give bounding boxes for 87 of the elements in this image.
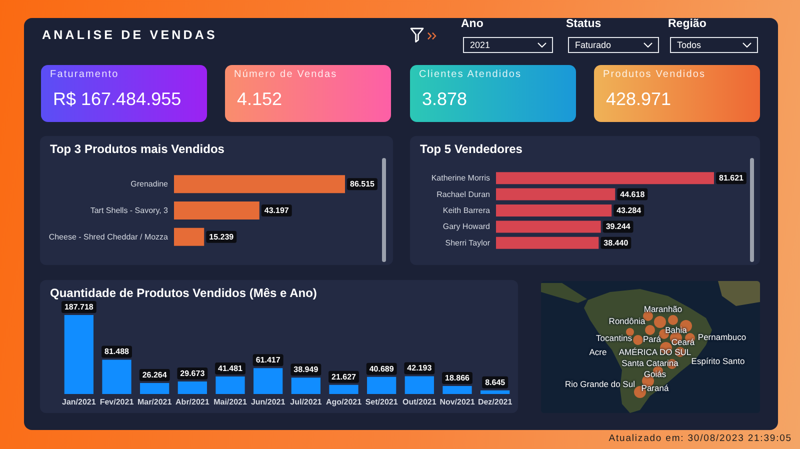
bar (442, 386, 472, 394)
text: Faturamento (50, 69, 119, 80)
scrollbar[interactable] (750, 158, 754, 262)
chart-title: Top 5 Vendedores (420, 142, 523, 156)
x-tick-label: Ago/2021 (326, 398, 362, 406)
text: Número de Vendas (234, 69, 338, 80)
text: Acre (589, 346, 607, 357)
bar (496, 204, 612, 216)
bar (140, 382, 170, 394)
x-tick-label: Nov/2021 (440, 398, 476, 406)
y-tick-label: Tart Shells - Savory, 3 (90, 206, 169, 215)
bar (64, 315, 94, 394)
text: Clientes Atendidos (419, 69, 522, 80)
text: ANALISE DE VENDAS (42, 28, 218, 42)
text: Ano (461, 18, 484, 30)
data-label: 42.193 (407, 364, 432, 373)
bar (496, 188, 616, 200)
data-label: 38.440 (604, 238, 629, 248)
x-tick-label: Set/2021 (365, 398, 398, 406)
bar (329, 384, 358, 394)
text: Produtos Vendidos (603, 69, 706, 80)
bar (496, 220, 601, 233)
x-tick-label: Jul/2021 (290, 398, 322, 406)
data-label: 41.481 (218, 364, 244, 374)
data-label: 15.239 (209, 232, 234, 242)
data-label: 81.621 (719, 174, 744, 183)
bar (178, 382, 207, 394)
x-tick-label: Mai/2021 (214, 398, 248, 406)
chart-title: Quantidade de Produtos Vendidos (Mês e Ano) (50, 286, 317, 300)
bar (291, 378, 320, 394)
text: Região (668, 18, 706, 30)
bar (496, 172, 714, 184)
y-tick-label: Keith Barrera (442, 206, 491, 215)
data-label: 81.488 (104, 347, 130, 356)
text: Espírito Santo (691, 356, 745, 366)
data-label: 61.417 (256, 356, 281, 365)
dropdown[interactable]: Todos (670, 37, 758, 53)
x-tick-label: Out/2021 (402, 398, 437, 406)
text: 3.878 (422, 89, 468, 110)
x-tick-label: Fev/2021 (100, 398, 134, 406)
text: Atualizado em: 30/08/2023 21:39:05 (608, 433, 792, 444)
x-tick-label: Abr/2021 (176, 398, 210, 406)
data-label: 44.618 (620, 190, 646, 199)
data-label: 43.197 (264, 206, 290, 215)
bar (480, 390, 510, 394)
text: Rondônia (608, 316, 646, 326)
data-label: 38.949 (294, 365, 319, 374)
bar (254, 368, 283, 394)
x-tick-label: Jun/2021 (250, 398, 286, 406)
text: Ceará (671, 336, 695, 347)
bar (102, 360, 132, 394)
bar (496, 236, 599, 249)
y-tick-label: Katherine Morris (431, 174, 490, 183)
x-tick-label: Dez/2021 (478, 398, 513, 406)
scrollbar[interactable] (382, 158, 386, 262)
text: R$ 167.484.955 (53, 89, 182, 110)
text: Status (566, 18, 602, 30)
text: 4.152 (237, 89, 282, 110)
y-tick-label: Cheese - Shred Cheddar / Mozza (48, 232, 169, 242)
bar (367, 376, 396, 394)
text: Tocantins (596, 332, 632, 343)
data-label: 187.718 (64, 302, 94, 312)
text: Maranhão (644, 304, 682, 314)
text: Pernambuco (698, 332, 746, 342)
data-label: 21.627 (332, 372, 357, 382)
data-label: 39.244 (606, 222, 631, 232)
x-tick-label: Jan/2021 (62, 398, 96, 406)
dropdown[interactable]: 2021 (463, 37, 553, 53)
data-label: 29.673 (180, 369, 206, 378)
x-tick-label: Mar/2021 (137, 398, 172, 406)
text: Rio Grande do Sul (565, 378, 635, 389)
bar (216, 376, 245, 394)
data-label: 86.515 (350, 180, 376, 189)
y-tick-label: Sherri Taylor (445, 238, 490, 248)
text: 428.971 (606, 89, 672, 110)
text: Pará (643, 334, 661, 344)
y-tick-label: Rachael Duran (436, 190, 490, 199)
y-tick-label: Gary Howard (442, 222, 490, 232)
dropdown[interactable]: Faturado (568, 37, 659, 53)
bar (404, 376, 434, 394)
data-label: 8.645 (485, 378, 506, 387)
y-tick-label: Grenadine (130, 180, 169, 189)
data-label: 40.689 (369, 364, 394, 374)
chart-title: Top 3 Produtos mais Vendidos (50, 142, 225, 156)
data-label: 43.284 (616, 206, 642, 215)
data-label: 18.866 (445, 374, 470, 383)
data-label: 26.264 (142, 370, 168, 380)
